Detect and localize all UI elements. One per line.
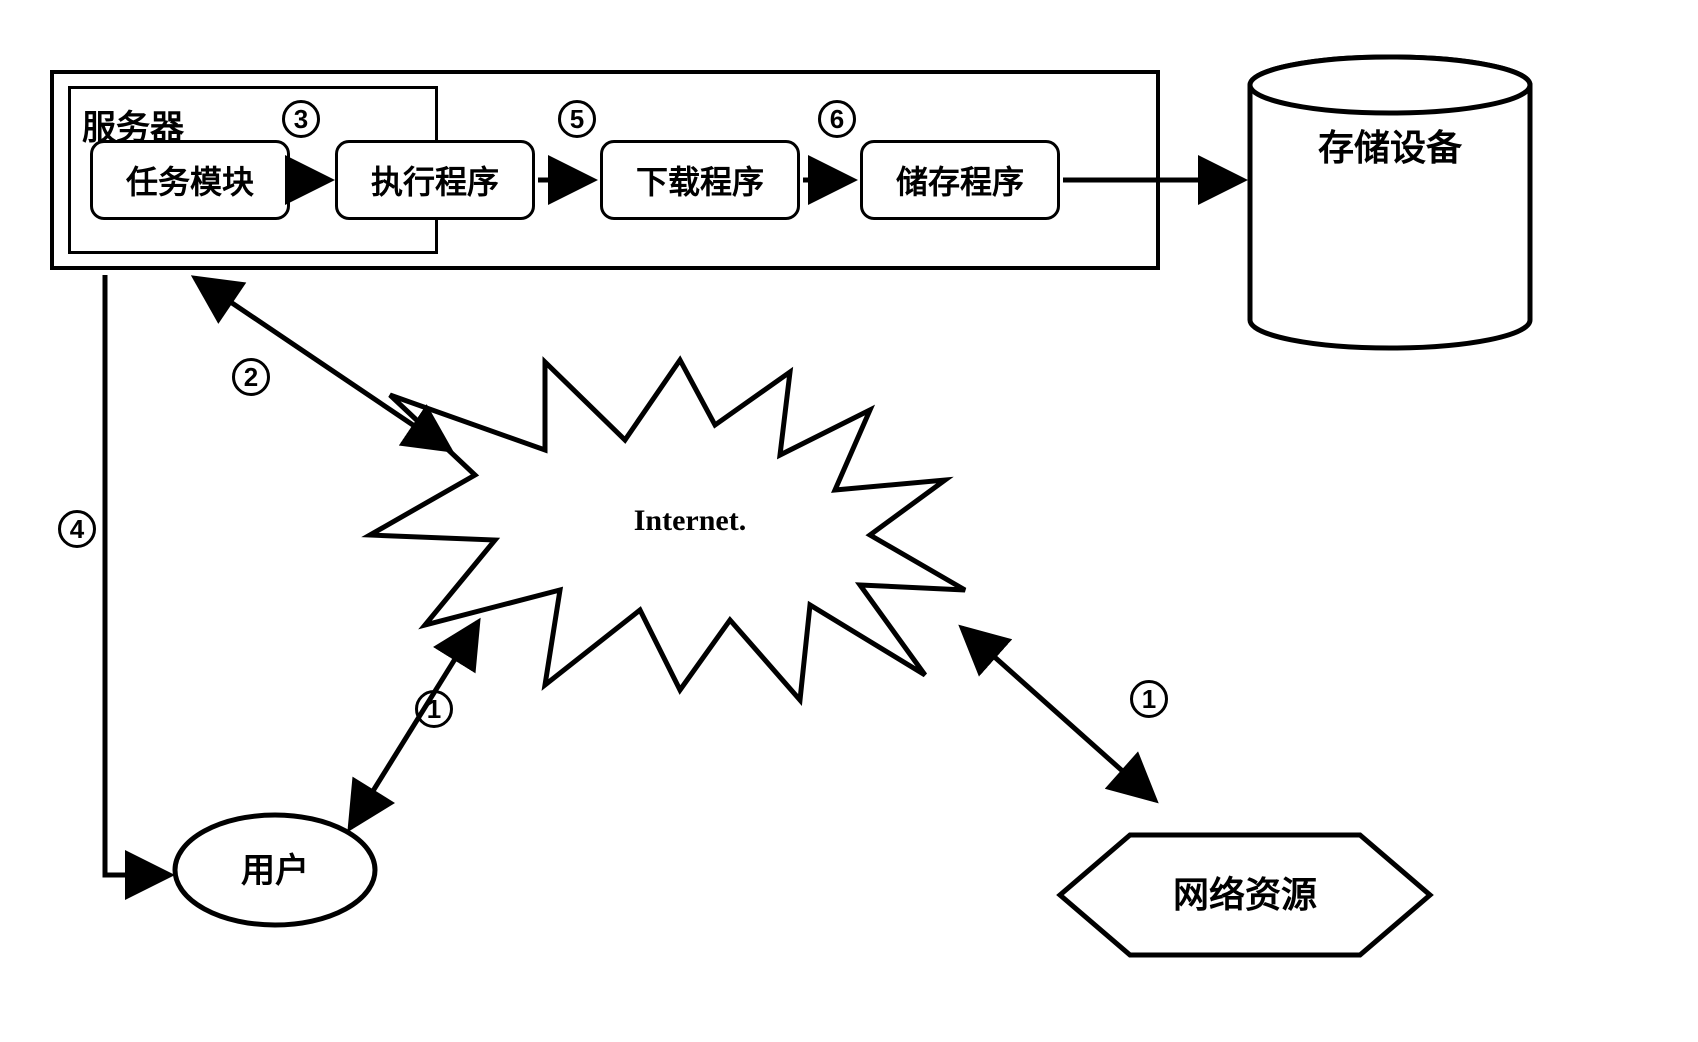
diagram-canvas: 服务器 任务模块 执行程序 下载程序 储存程序 3 5 6 2 4 1 1 [0, 0, 1698, 1042]
edge-task-internet [195, 278, 450, 450]
node-task-label: 任务模块 [126, 157, 254, 203]
circled-1b-value: 1 [1142, 684, 1156, 715]
circled-1b: 1 [1130, 680, 1168, 718]
node-exec: 执行程序 [335, 140, 535, 220]
node-download-label: 下载程序 [636, 157, 764, 203]
circled-6-value: 6 [830, 104, 844, 135]
node-exec-label: 执行程序 [371, 157, 499, 203]
node-task: 任务模块 [90, 140, 290, 220]
circled-1a: 1 [415, 690, 453, 728]
user-ellipse [175, 815, 375, 925]
node-store: 储存程序 [860, 140, 1060, 220]
node-download: 下载程序 [600, 140, 800, 220]
circled-1a-value: 1 [427, 694, 441, 725]
circled-2: 2 [232, 358, 270, 396]
circled-2-value: 2 [244, 362, 258, 393]
internet-starburst [370, 360, 965, 700]
edge-resource-internet [962, 628, 1155, 800]
circled-5: 5 [558, 100, 596, 138]
edge-user-internet [350, 622, 478, 828]
circled-4: 4 [58, 510, 96, 548]
internet-label: Internet. [634, 504, 746, 537]
storage-cylinder [1250, 57, 1530, 348]
edge-task-user [105, 275, 170, 875]
circled-6: 6 [818, 100, 856, 138]
circled-3-value: 3 [294, 104, 308, 135]
circled-5-value: 5 [570, 104, 584, 135]
storage-label: 存储设备 [1318, 128, 1463, 168]
circled-4-value: 4 [70, 514, 84, 545]
resource-hexagon [1060, 835, 1430, 955]
circled-3: 3 [282, 100, 320, 138]
resource-label: 网络资源 [1173, 874, 1317, 915]
user-label: 用户 [241, 852, 309, 890]
node-store-label: 储存程序 [896, 157, 1024, 203]
